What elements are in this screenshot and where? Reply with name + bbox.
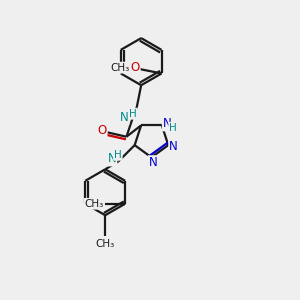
Text: O: O [130,61,140,74]
Text: H: H [114,150,122,160]
Text: H: H [169,123,177,133]
Text: N: N [108,152,116,166]
Text: N: N [148,156,157,169]
Text: O: O [98,124,106,137]
Text: N: N [163,117,172,130]
Text: CH₃: CH₃ [111,63,130,73]
Text: N: N [169,140,178,153]
Text: H: H [129,109,137,119]
Text: N: N [120,111,128,124]
Text: CH₃: CH₃ [96,239,115,249]
Text: CH₃: CH₃ [85,199,104,209]
